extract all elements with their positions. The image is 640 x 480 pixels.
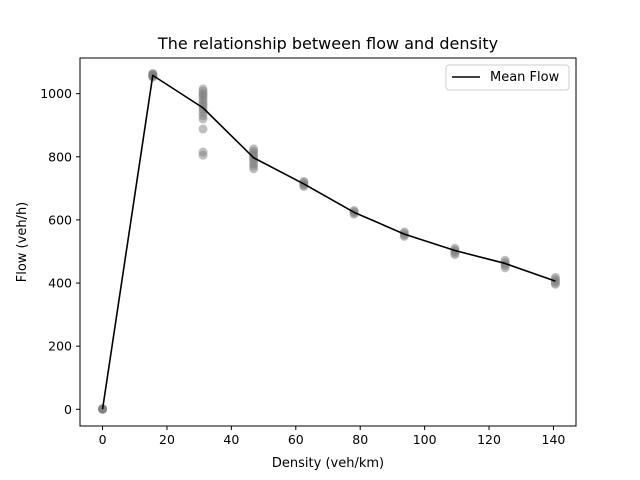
y-axis: 0 200 400 600 800 1000 [40, 86, 80, 417]
scatter-point [500, 263, 510, 273]
y-tick-label: 600 [48, 212, 72, 227]
scatter-point [198, 114, 208, 124]
x-tick-label: 140 [542, 432, 566, 447]
y-tick-label: 800 [48, 149, 72, 164]
x-tick-label: 100 [413, 432, 437, 447]
legend-label-mean-flow: Mean Flow [490, 70, 560, 85]
mean-flow-line [101, 74, 556, 410]
x-tick-label: 60 [288, 432, 304, 447]
chart-title: The relationship between flow and densit… [157, 34, 498, 53]
x-axis-label: Density (veh/km) [272, 456, 384, 471]
x-axis: 0 20 40 60 80 100 120 140 [99, 426, 566, 447]
y-axis-label: Flow (veh/h) [15, 202, 30, 283]
legend-box [445, 64, 570, 91]
x-tick-label: 20 [159, 432, 175, 447]
x-tick-label: 80 [352, 432, 368, 447]
y-tick-label: 400 [48, 276, 72, 291]
scatter-point [249, 164, 259, 174]
x-tick-label: 120 [477, 432, 501, 447]
x-tick-label: 40 [223, 432, 239, 447]
legend: Mean Flow [445, 64, 570, 91]
y-tick-label: 0 [64, 402, 72, 417]
scatter-point [349, 209, 359, 219]
scatter-point [299, 181, 309, 191]
axes-frame [79, 57, 577, 427]
scatter-point [450, 250, 460, 260]
y-tick-label: 200 [48, 339, 72, 354]
x-tick-label: 0 [99, 432, 107, 447]
scatter-point [198, 150, 208, 160]
plot-area [98, 68, 560, 414]
y-tick-label: 1000 [40, 86, 72, 101]
scatter-point [198, 124, 208, 134]
scatter-point [550, 279, 560, 289]
